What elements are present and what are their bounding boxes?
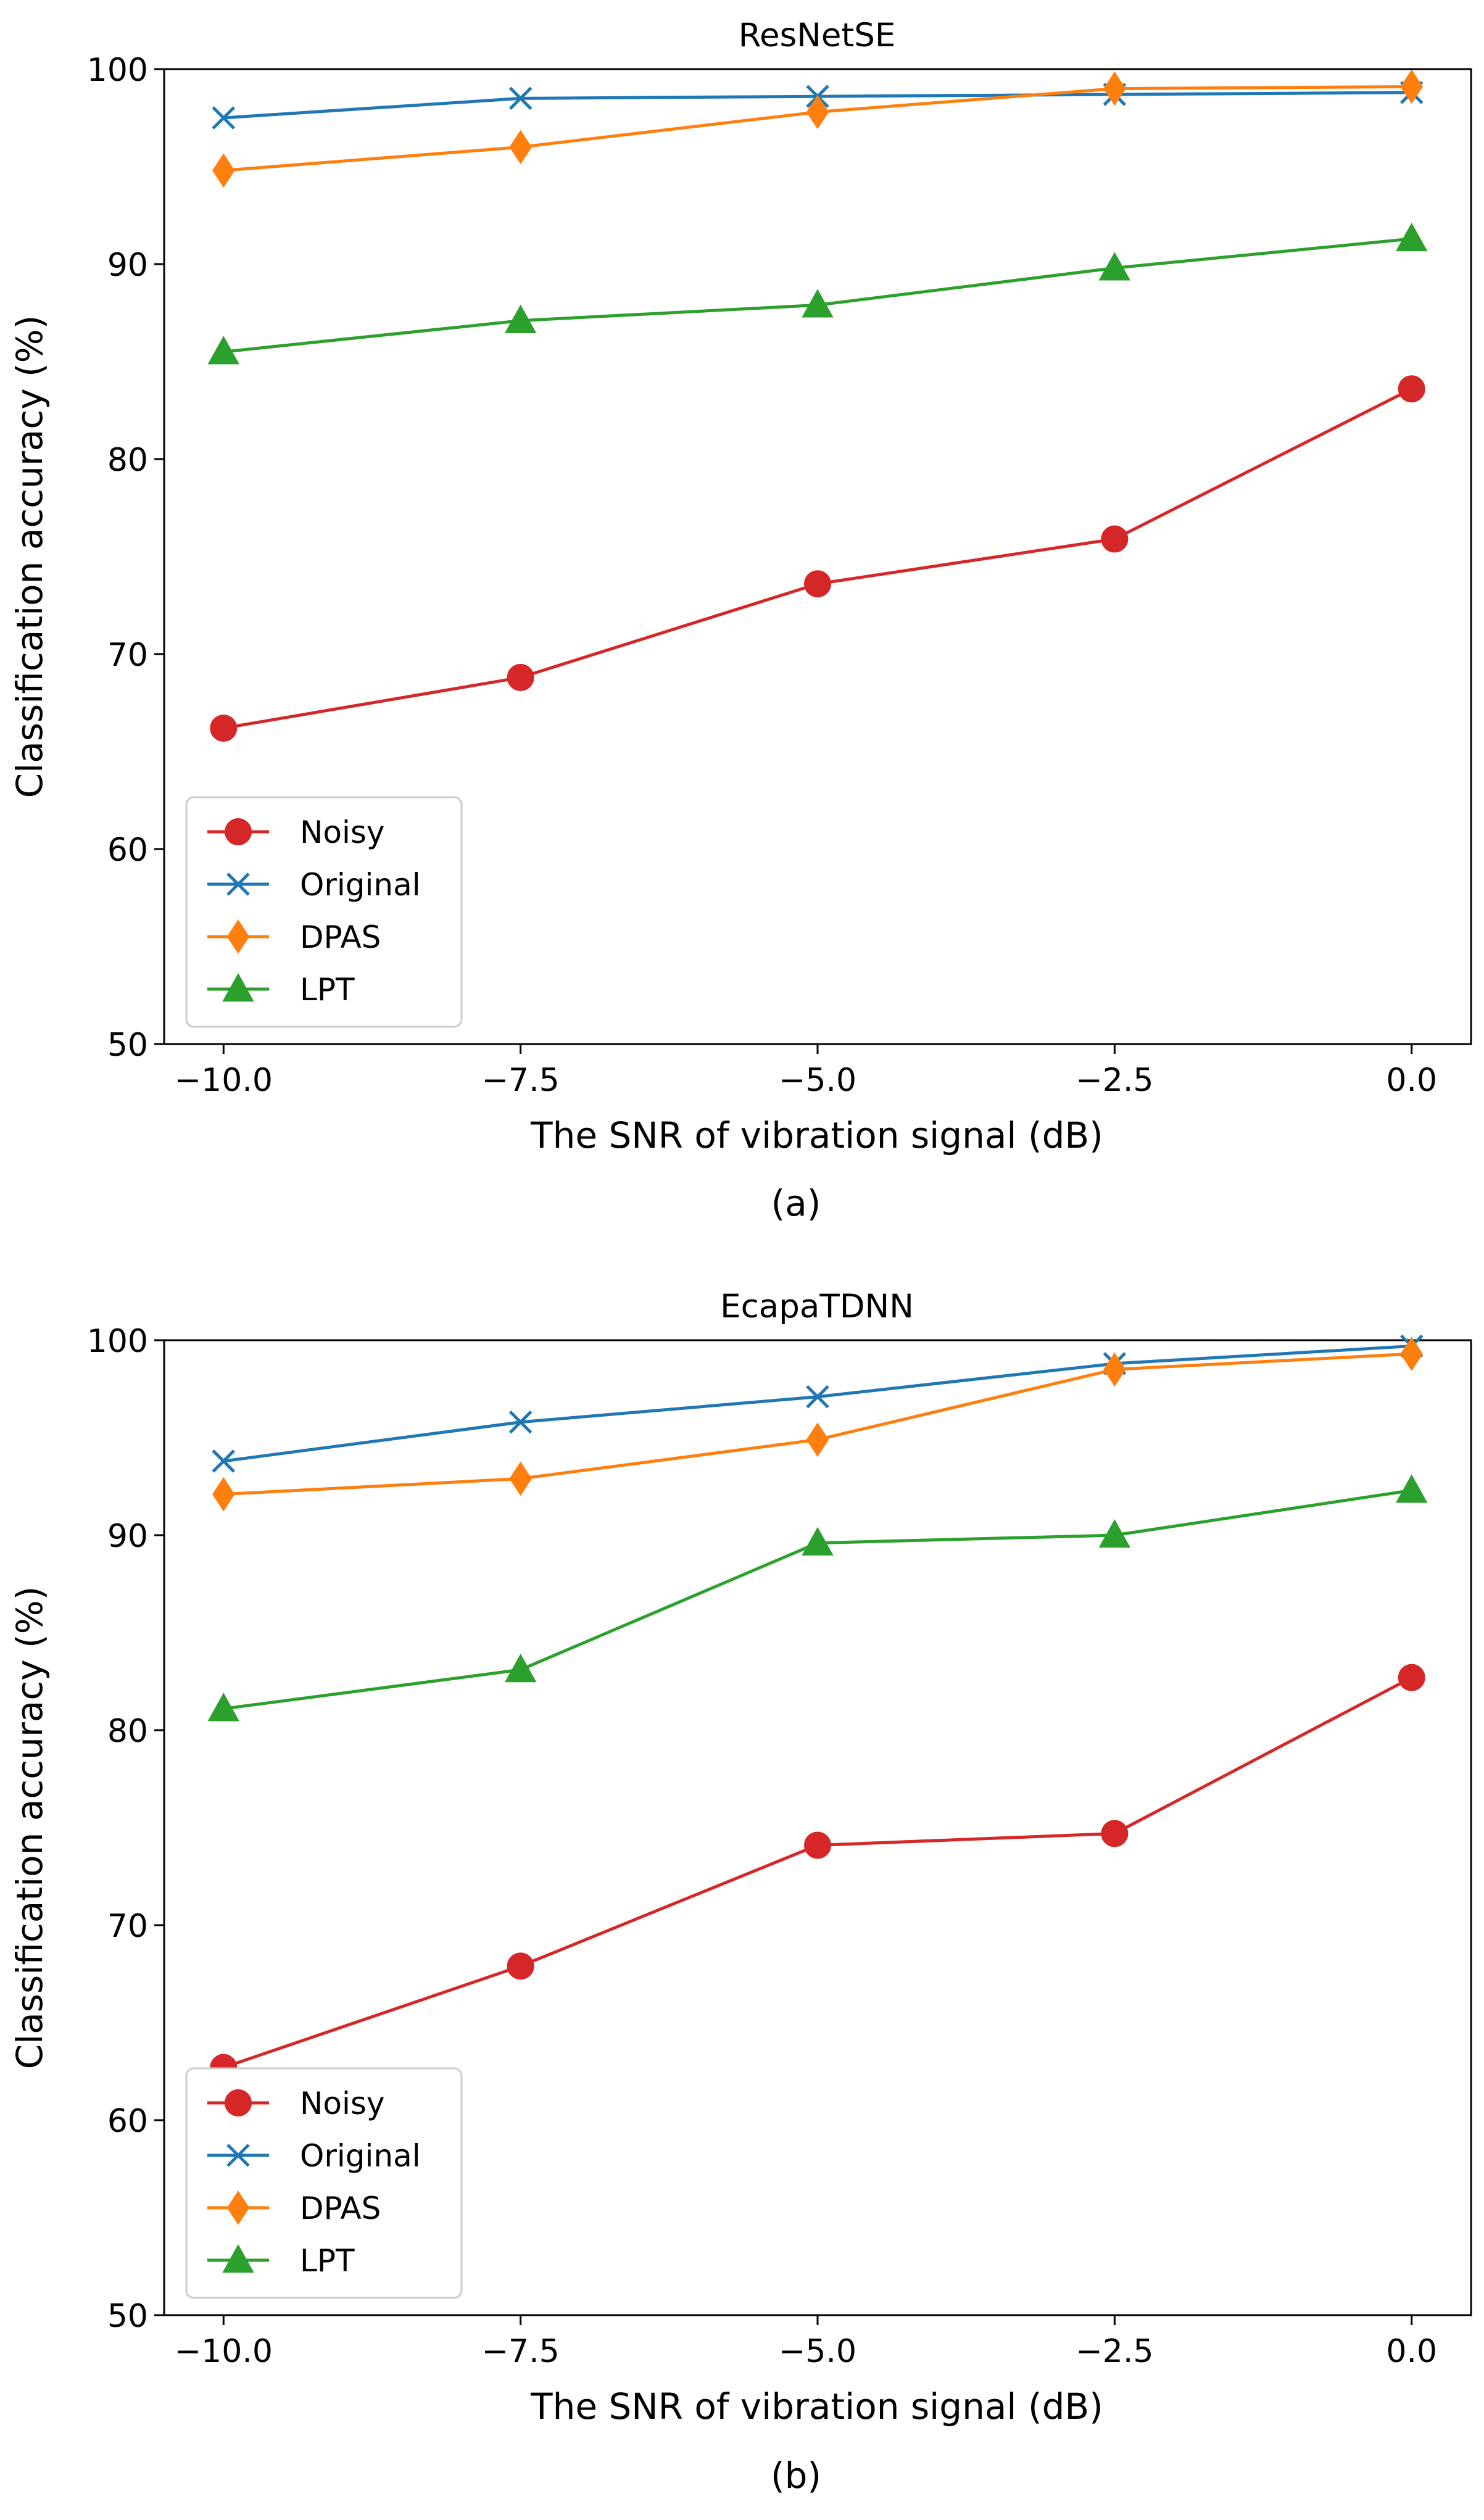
data-point-original [508,86,533,110]
data-point-dpas [1400,1337,1423,1371]
legend-label-dpas: DPAS [300,919,381,955]
data-point-noisy [507,663,534,691]
legend-label-lpt: LPT [300,2243,355,2279]
data-point-dpas [806,94,829,130]
series-line-noisy [223,1676,1412,2070]
figure-caption: (a) [771,1182,821,1224]
legend-marker-lpt [222,972,254,1002]
data-point-original [508,1410,533,1434]
x-axis-label: The SNR of vibration signal (dB) [530,2385,1103,2427]
legend-marker-lpt [222,2244,254,2273]
figure-caption: (b) [771,2455,821,2497]
legend: Noisy Original DPAS LPT [185,796,463,1028]
y-tick-label: 50 [107,2298,148,2335]
x-tick-label: −7.5 [481,1062,559,1099]
series-layer [207,1334,1428,2081]
data-point-noisy [804,570,831,598]
x-tick-label: −10.0 [175,2333,273,2370]
data-point-noisy [1101,1820,1129,1847]
legend-label-original: Original [300,2138,421,2174]
y-tick-label: 70 [107,1908,148,1945]
chart-panel-a: ResNetSE 50 60 70 80 90 100 −10.0 −7.5 −5.0 −2.5… [9,17,1472,1224]
data-point-dpas [509,130,532,165]
data-point-noisy [507,1952,534,1980]
data-point-original [212,1449,236,1473]
x-tick-label: −5.0 [779,1062,856,1099]
y-tick-label: 70 [107,637,148,674]
y-axis: 50 60 70 80 90 100 [87,52,164,1064]
data-point-noisy [1101,525,1129,553]
y-tick-label: 60 [107,2103,148,2140]
legend-frame [185,796,463,1028]
data-point-lpt [802,289,834,318]
y-tick-label: 90 [107,1518,148,1555]
legend-marker-dpas [226,2190,250,2225]
legend-label-lpt: LPT [300,972,355,1008]
y-tick-label: 90 [107,247,148,284]
data-point-noisy [1398,1664,1425,1691]
y-tick-label: 80 [107,442,148,479]
data-point-dpas [509,1461,532,1496]
chart-title: EcapaTDNN [720,1288,914,1325]
x-axis: −10.0 −7.5 −5.0 −2.5 0.0 [175,2315,1437,2370]
legend-marker-noisy [225,2089,252,2116]
data-point-original [806,1385,829,1409]
y-axis-label: Classification accuracy (%) [9,315,51,798]
y-tick-label: 80 [107,1713,148,1750]
data-point-lpt [207,336,239,365]
data-point-lpt [1396,1474,1428,1503]
data-point-original [212,106,236,130]
data-point-lpt [1396,222,1428,252]
y-tick-label: 60 [107,832,148,869]
x-axis-label: The SNR of vibration signal (dB) [530,1114,1103,1156]
legend-label-noisy: Noisy [300,2086,385,2121]
x-tick-label: −10.0 [175,1062,273,1099]
y-tick-label: 100 [87,52,148,89]
data-point-lpt [1098,1519,1131,1548]
data-point-dpas [212,1477,235,1512]
y-tick-label: 100 [87,1323,148,1360]
data-point-lpt [802,1527,834,1556]
data-point-noisy [210,715,238,742]
legend: Noisy Original DPAS LPT [185,2067,463,2299]
legend-label-noisy: Noisy [300,814,385,850]
data-point-lpt [1098,252,1131,281]
data-point-dpas [1103,71,1126,106]
data-point-dpas [1103,1352,1126,1387]
y-tick-label: 50 [107,1027,148,1064]
x-axis: −10.0 −7.5 −5.0 −2.5 0.0 [175,1044,1437,1099]
data-point-noisy [1398,375,1425,403]
x-tick-label: 0.0 [1386,2333,1437,2370]
legend-marker-noisy [225,818,252,845]
chart-panel-b: EcapaTDNN 50 60 70 80 90 100 −10.0 −7.5 −5.0 −2.… [9,1288,1472,2497]
data-point-noisy [804,1831,831,1859]
legend-label-dpas: DPAS [300,2190,381,2226]
y-axis: 50 60 70 80 90 100 [87,1323,164,2335]
y-axis-label: Classification accuracy (%) [9,1586,51,2070]
legend-marker-original [226,872,250,896]
x-tick-label: −7.5 [481,2333,559,2370]
x-tick-label: −5.0 [779,2333,856,2370]
data-point-lpt [504,304,537,333]
series-line-lpt [223,1488,1412,1710]
x-tick-label: −2.5 [1076,1062,1153,1099]
x-tick-label: −2.5 [1076,2333,1153,2370]
legend-marker-dpas [226,919,250,954]
data-point-dpas [1400,69,1423,104]
chart-title: ResNetSE [739,17,896,54]
legend-marker-original [226,2144,250,2167]
legend-frame [185,2067,463,2299]
data-point-lpt [207,1693,239,1722]
x-tick-label: 0.0 [1386,1062,1437,1099]
data-point-lpt [504,1653,537,1683]
series-layer [207,69,1428,742]
series-line-noisy [223,388,1412,730]
data-point-dpas [212,153,235,188]
data-point-dpas [806,1422,829,1457]
legend-label-original: Original [300,867,421,903]
